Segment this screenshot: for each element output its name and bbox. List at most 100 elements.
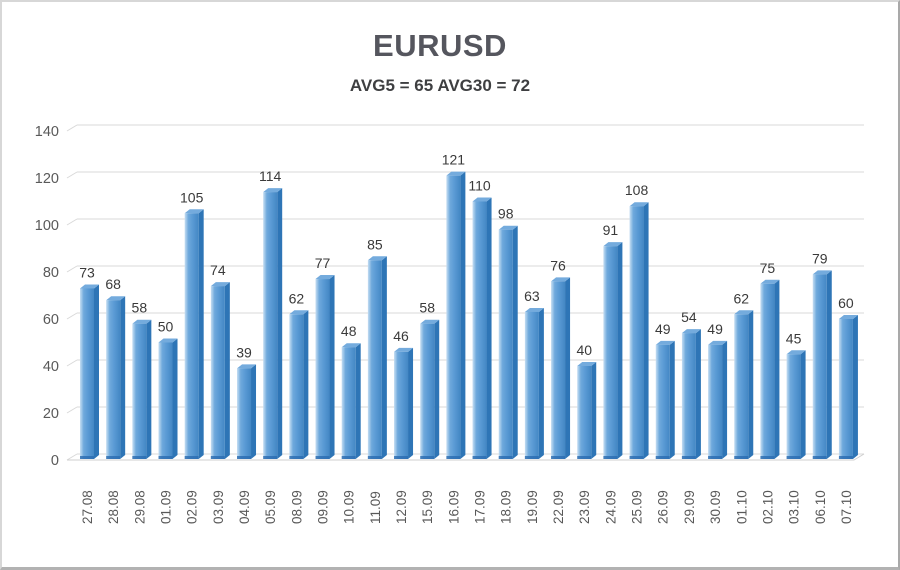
bar-02.09 [184, 209, 204, 459]
x-axis-tick-label: 29.08 [132, 490, 147, 524]
bar-base [760, 456, 775, 459]
bar-side-face [460, 171, 466, 459]
bar-11.09 [367, 256, 387, 459]
bar-value-label: 73 [79, 264, 95, 280]
gridline-3d-diagonal [66, 171, 78, 179]
bar-base [551, 456, 566, 459]
bar-value-label: 62 [733, 290, 749, 306]
bar-value-label: 105 [180, 189, 204, 205]
bar-top-face [184, 209, 204, 214]
x-axis-tick-label: 15.09 [420, 490, 435, 524]
x-axis-tick-label: 30.09 [708, 490, 723, 524]
bar-value-label: 54 [681, 309, 697, 325]
bar-26.09 [655, 340, 675, 459]
gridline-3d-diagonal [66, 124, 78, 132]
bar-front-face [210, 286, 225, 459]
x-axis-tick-label: 27.08 [80, 490, 95, 524]
x-axis-tick-label: 12.09 [394, 490, 409, 524]
x-axis-tick-label: 01.10 [734, 490, 749, 524]
bar-side-face [852, 315, 858, 459]
bar-top-face [210, 282, 230, 287]
bar-front-face [760, 283, 775, 459]
bar-value-label: 74 [210, 262, 226, 278]
gridline-3d-diagonal [66, 218, 78, 226]
bar-top-face [106, 296, 126, 301]
bar-12.09 [394, 347, 414, 459]
bar-04.09 [237, 364, 257, 459]
bar-01.10 [734, 310, 754, 459]
chart-subtitle: AVG5 = 65 AVG30 = 72 [349, 76, 531, 95]
bar-base [341, 456, 356, 459]
bar-value-label: 85 [367, 236, 383, 252]
bar-top-face [524, 307, 544, 312]
bar-side-face [643, 202, 649, 459]
bar-base [367, 456, 382, 459]
x-axis-tick-label: 01.09 [159, 490, 174, 524]
bar-base [655, 456, 670, 459]
x-axis-tick-label: 23.09 [577, 490, 592, 524]
bar-front-face [655, 344, 670, 459]
bar-top-face [394, 347, 414, 352]
bar-30.09 [708, 340, 728, 459]
bar-value-label: 45 [786, 330, 802, 346]
x-axis-tick-label: 02.10 [760, 490, 775, 524]
bar-base [184, 456, 199, 459]
bar-06.10 [812, 270, 832, 459]
bar-top-face [786, 350, 806, 355]
bar-top-face [237, 364, 257, 369]
bar-side-face [120, 296, 126, 459]
bar-value-label: 39 [236, 344, 252, 360]
bar-front-face [184, 213, 199, 459]
bar-front-face [237, 368, 252, 459]
bar-base [708, 456, 723, 459]
bar-base [734, 456, 749, 459]
x-axis-tick-label: 09.09 [316, 490, 331, 524]
bar-16.09 [446, 171, 466, 459]
gridline-3d-diagonal [66, 453, 78, 461]
y-axis-tick-label: 60 [43, 312, 59, 328]
bar-front-face [106, 300, 121, 459]
bar-side-face [617, 242, 623, 459]
x-axis-tick-label: 29.09 [682, 490, 697, 524]
gridline-3d-diagonal [66, 406, 78, 414]
x-axis-tick-label: 19.09 [525, 490, 540, 524]
bar-value-label: 60 [838, 295, 854, 311]
bar-19.09 [524, 307, 544, 459]
bar-front-face [289, 314, 304, 459]
bar-top-face [812, 270, 832, 275]
bar-front-face [708, 344, 723, 459]
bar-value-label: 75 [760, 260, 776, 276]
bar-front-face [263, 192, 278, 459]
bar-front-face [524, 311, 539, 459]
bar-front-face [394, 351, 409, 459]
bar-side-face [695, 329, 701, 459]
bar-top-face [603, 242, 623, 247]
bar-front-face [341, 347, 356, 459]
bar-22.09 [551, 277, 571, 459]
bar-value-label: 77 [315, 255, 331, 271]
bar-base [472, 456, 487, 459]
bar-25.09 [629, 202, 649, 459]
bar-base [786, 456, 801, 459]
bar-value-label: 110 [468, 178, 491, 194]
bar-side-face [172, 338, 178, 459]
bar-side-face [224, 282, 230, 459]
gridline-3d-diagonal [66, 265, 78, 273]
bar-28.08 [106, 296, 126, 459]
bar-09.09 [315, 275, 335, 459]
bar-top-face [315, 275, 335, 280]
bar-base [106, 456, 121, 459]
bar-03.10 [786, 350, 806, 459]
bar-top-face [158, 338, 178, 343]
bar-side-face [591, 362, 597, 459]
bar-base [394, 456, 409, 459]
bar-value-label: 79 [812, 250, 828, 266]
bar-base [603, 456, 618, 459]
bar-side-face [826, 270, 832, 459]
bar-front-face [420, 323, 435, 459]
bar-value-label: 68 [105, 276, 121, 292]
bar-base [237, 456, 252, 459]
bar-front-face [551, 281, 566, 459]
bar-side-face [774, 279, 780, 459]
bar-side-face [251, 364, 257, 459]
